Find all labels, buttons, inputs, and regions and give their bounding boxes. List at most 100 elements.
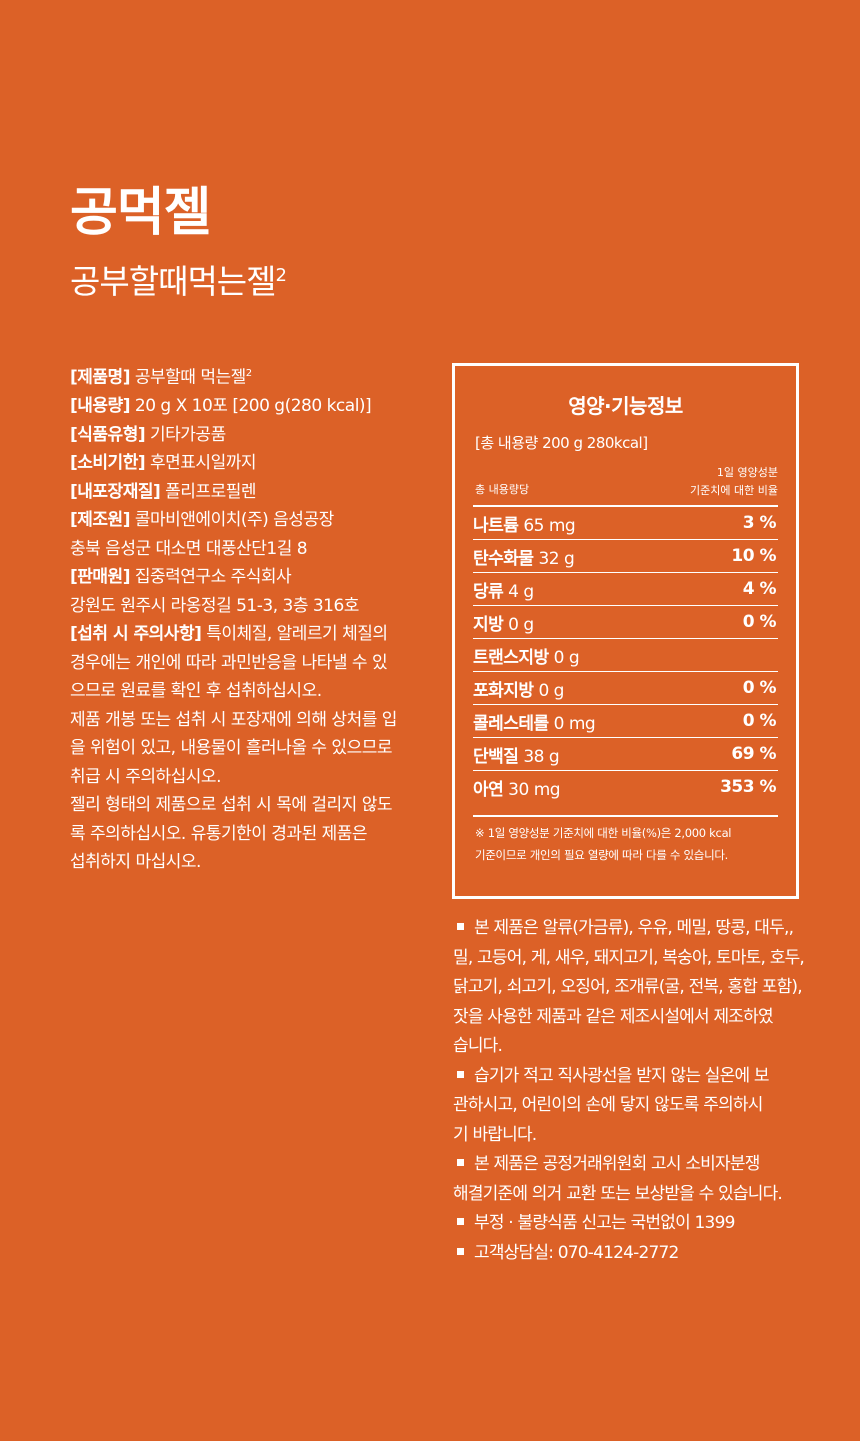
nutrient: 지방 0 g [473,610,534,635]
info-value: 기타가공품 [145,424,226,445]
caution-line: 경우에는 개인에 따라 과민반응을 나타낼 수 있 [70,652,388,673]
info-key: [식품유형] [70,424,146,445]
note-line: ※ 1일 영양성분 기준치에 대한 비율(%)은 2,000 kcal [475,826,732,840]
info-key: [섭취 시 주의사항] [70,624,202,645]
info-key: [내포장재질] [70,481,161,502]
nutrient: 아연 30 mg [473,775,561,800]
nutrient: 나트륨 65 mg [473,511,576,536]
nutrient-percent: 3 % [742,513,777,533]
notice-line: 닭고기, 쇠고기, 오징어, 조개류(굴, 전복, 홍합 포함), [453,977,803,997]
square-bullet-icon [457,1159,464,1166]
nutrition-header-divider [473,505,778,507]
nutrition-title: 영양·기능정보 [568,394,683,418]
nutrient-amount: 4 g [503,581,534,602]
nutrient-name: 지방 [473,614,504,635]
nutrition-header-left: 총 내용량당 [475,483,530,496]
nutrient-name: 단백질 [473,746,519,767]
notice-line: 잣을 사용한 제품과 같은 제조시설에서 제조하였 [453,1006,774,1027]
notice-item: 본 제품은 공정거래위원회 고시 소비자분쟁 [453,1150,813,1180]
nutrient-name: 탄수화물 [473,548,534,569]
notice-item: 고객상담실: 070-4124-2772 [453,1239,813,1269]
caution-line: 취급 시 주의하십시오. [70,766,221,787]
info-seller-address: 강원도 원주시 라옹정길 51-3, 3층 316호 [70,595,359,616]
notice-text: 본 제품은 알류(가금류), 우유, 메밀, 땅콩, 대두,, [474,918,794,938]
info-superscript: 2 [245,368,252,379]
product-subtitle: 공부할때먹는젤2 [70,255,287,303]
info-expiry: [소비기한] 후면표시일까지 [70,449,430,478]
info-value: 콜마비앤에이치(주) 음성공장 [129,510,334,531]
nutrition-row: 콜레스테롤 0 mg 0 % [473,705,778,738]
info-maker: [제조원] 콜마비앤에이치(주) 음성공장 [70,506,430,535]
notice-text: 습기가 적고 직사광선을 받지 않는 실온에 보 [474,1065,770,1086]
nutrient-percent: 0 % [742,612,777,632]
nutrient: 단백질 38 g [473,742,560,767]
info-key: [제조원] [70,510,130,531]
info-volume: [내용량] 20 g X 10포 [200 g(280 kcal)] [70,392,430,421]
nutrient-percent: 10 % [731,546,776,566]
nutrient-amount: 38 g [518,746,560,767]
nutrient-amount: 0 g [533,680,564,701]
info-maker-address: 충북 음성군 대소면 대풍산단1길 8 [70,538,308,559]
notice-item: 본 제품은 알류(가금류), 우유, 메밀, 땅콩, 대두,, [453,914,813,944]
notice-line: 해결기준에 의거 교환 또는 보상받을 수 있습니다. [453,1183,783,1204]
info-caution: [섭취 시 주의사항] 특이체질, 알레르기 체질의 [70,620,430,649]
header-right-line: 1일 영양성분 [716,466,778,479]
nutrient-amount: 0 mg [548,713,596,734]
notice-text: 고객상담실: 070-4124-2772 [474,1242,679,1263]
info-packaging: [내포장재질] 폴리프로필렌 [70,478,430,507]
info-value: 20 g X 10포 [200 g(280 kcal)] [129,396,372,417]
notice-item: 부정 · 불량식품 신고는 국번없이 1399 [453,1209,813,1239]
product-title: 공먹젤 [70,183,212,243]
nutrient-percent: 0 % [742,711,777,731]
info-value: 폴리프로필렌 [160,481,256,502]
nutrient-amount: 30 mg [503,779,561,800]
square-bullet-icon [457,1070,464,1078]
nutrient-percent: 353 % [720,777,776,797]
notice-list: 본 제품은 알류(가금류), 우유, 메밀, 땅콩, 대두,, 밀, 고등어, … [453,914,813,1268]
info-key: [내용량] [70,396,130,417]
caution-line: 제품 개봉 또는 섭취 시 포장재에 의해 상처를 입 [70,709,397,730]
info-seller: [판매원] 집중력연구소 주식회사 [70,563,430,592]
info-key: [판매원] [70,567,130,588]
nutrient-name: 포화지방 [473,680,534,701]
nutrition-row: 나트륨 65 mg 3 % [473,507,778,540]
nutrition-total: [총 내용량 200 g 280kcal] [475,434,648,452]
nutrition-row: 지방 0 g 0 % [473,606,778,639]
nutrient: 콜레스테롤 0 mg [473,709,596,734]
info-value: 후면표시일까지 [145,453,256,474]
nutrition-row: 당류 4 g 4 % [473,573,778,606]
nutrient-name: 트랜스지방 [473,647,549,668]
nutrient-percent: 0 % [742,678,777,698]
nutrient: 트랜스지방 0 g [473,643,580,668]
info-value: 특이체질, 알레르기 체질의 [201,624,388,645]
caution-line: 을 위험이 있고, 내용물이 흘러나올 수 있으므로 [70,738,393,759]
info-product-name: [제품명] 공부할때 먹는젤2 [70,360,430,392]
notice-line: 습니다. [453,1036,503,1056]
header-right-line: 기준치에 대한 비율 [690,484,778,497]
nutrient-amount: 0 g [503,614,534,635]
nutrient-name: 당류 [473,581,504,602]
caution-line: 으므로 원료를 확인 후 섭취하십시오. [70,681,322,702]
notice-line: 밀, 고등어, 게, 새우, 돼지고기, 복숭아, 토마토, 호두, [453,947,805,968]
nutrition-row: 트랜스지방 0 g [473,639,778,672]
notice-text: 본 제품은 공정거래위원회 고시 소비자분쟁 [474,1154,760,1174]
info-value: 집중력연구소 주식회사 [129,567,292,588]
info-type: [식품유형] 기타가공품 [70,421,430,450]
subtitle-text: 공부할때먹는젤 [70,262,277,301]
nutrient-percent: 4 % [742,579,777,599]
nutrition-panel: 영양·기능정보 [총 내용량 200 g 280kcal] 총 내용량당 1일 … [452,363,799,899]
info-value: 공부할때 먹는젤 [129,367,246,388]
nutrient-amount: 65 mg [518,515,576,536]
nutrient: 탄수화물 32 g [473,544,575,569]
nutrient: 당류 4 g [473,577,534,602]
product-info: [제품명] 공부할때 먹는젤2 [내용량] 20 g X 10포 [200 g(… [70,360,430,877]
nutrient-name: 콜레스테롤 [473,713,549,734]
note-line: 기준이므로 개인의 필요 열량에 따라 다를 수 있습니다. [475,848,729,862]
notice-line: 관하시고, 어린이의 손에 닿지 않도록 주의하시 [453,1095,763,1115]
caution-line: 록 주의하십시오. 유통기한이 경과된 제품은 [70,823,368,844]
nutrient-name: 나트륨 [473,515,519,536]
nutrition-note: ※ 1일 영양성분 기준치에 대한 비율(%)은 2,000 kcal 기준이므… [475,822,732,866]
caution-line: 섭취하지 마십시오. [70,852,201,873]
nutrition-row: 아연 30 mg 353 % [473,771,778,803]
square-bullet-icon [457,1218,464,1225]
